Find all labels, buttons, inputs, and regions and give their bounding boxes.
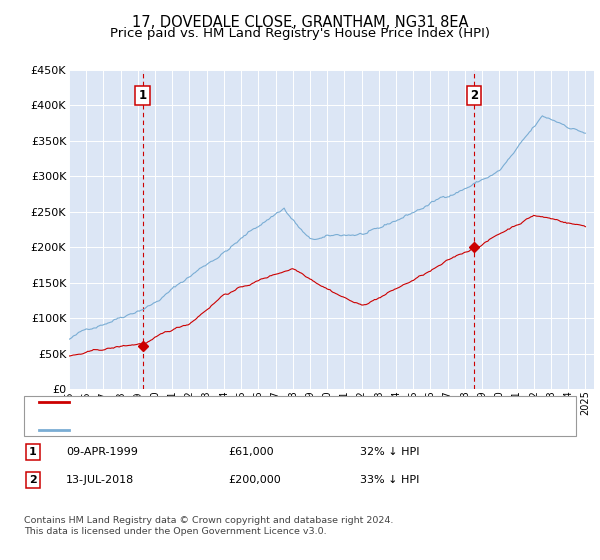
Text: 32% ↓ HPI: 32% ↓ HPI: [360, 447, 419, 457]
Text: 09-APR-1999: 09-APR-1999: [66, 447, 138, 457]
Text: 1: 1: [139, 89, 146, 102]
Text: 1: 1: [29, 447, 37, 457]
Text: 17, DOVEDALE CLOSE, GRANTHAM, NG31 8EA (detached house): 17, DOVEDALE CLOSE, GRANTHAM, NG31 8EA (…: [75, 397, 433, 407]
Text: HPI: Average price, detached house, South Kesteven: HPI: Average price, detached house, Sout…: [75, 425, 368, 435]
Text: 13-JUL-2018: 13-JUL-2018: [66, 475, 134, 485]
Text: 2: 2: [29, 475, 37, 485]
Text: 2: 2: [470, 89, 478, 102]
Text: 33% ↓ HPI: 33% ↓ HPI: [360, 475, 419, 485]
Text: 17, DOVEDALE CLOSE, GRANTHAM, NG31 8EA: 17, DOVEDALE CLOSE, GRANTHAM, NG31 8EA: [132, 15, 468, 30]
Text: Price paid vs. HM Land Registry's House Price Index (HPI): Price paid vs. HM Land Registry's House …: [110, 27, 490, 40]
Text: Contains HM Land Registry data © Crown copyright and database right 2024.
This d: Contains HM Land Registry data © Crown c…: [24, 516, 394, 536]
Text: £200,000: £200,000: [228, 475, 281, 485]
Text: £61,000: £61,000: [228, 447, 274, 457]
